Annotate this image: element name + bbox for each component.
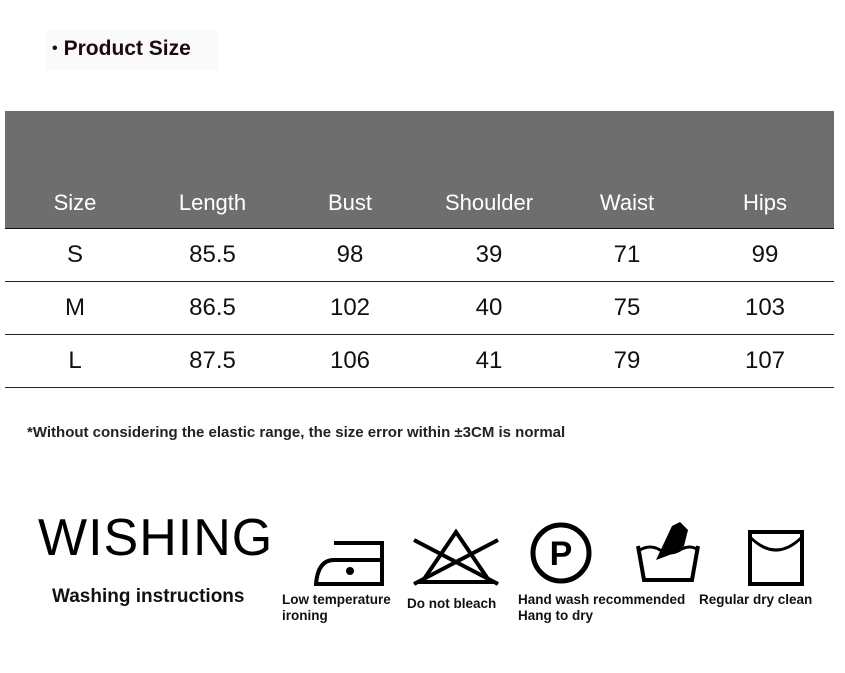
- table-row: S 85.5 98 39 71 99: [5, 228, 834, 282]
- cell: 75: [558, 281, 696, 335]
- cell: 98: [280, 228, 420, 282]
- hand-wash-icon: [636, 522, 700, 582]
- cell: 71: [558, 228, 696, 282]
- header-size: Size: [5, 111, 145, 229]
- header-waist: Waist: [558, 111, 696, 229]
- cell: 86.5: [145, 281, 280, 335]
- svg-text:P: P: [550, 535, 573, 573]
- size-note: *Without considering the elastic range, …: [27, 424, 566, 441]
- table-header-row: Size Length Bust Shoulder Waist Hips: [5, 111, 834, 229]
- cell: 79: [558, 334, 696, 388]
- header-hips: Hips: [696, 111, 834, 229]
- cell: 40: [420, 281, 558, 335]
- cell: 107: [696, 334, 834, 388]
- no-bleach-icon: [413, 528, 499, 586]
- iron-low-temp-icon: [313, 541, 384, 586]
- header-shoulder: Shoulder: [420, 111, 558, 229]
- cell: M: [5, 281, 145, 335]
- care-label-dry-clean: Regular dry clean: [699, 592, 813, 607]
- care-label-bleach: Do not bleach: [407, 596, 497, 611]
- cell: 41: [420, 334, 558, 388]
- cell: 39: [420, 228, 558, 282]
- cell: 87.5: [145, 334, 280, 388]
- table-row: M 86.5 102 40 75 103: [5, 281, 834, 335]
- header-bust: Bust: [280, 111, 420, 229]
- header-length: Length: [145, 111, 280, 229]
- care-label-hand-wash: Hand wash recommended: [518, 592, 686, 607]
- washing-heading: Washing instructions: [52, 586, 245, 607]
- cell: 106: [280, 334, 420, 388]
- cell: L: [5, 334, 145, 388]
- cell: 85.5: [145, 228, 280, 282]
- section-title-text: Product Size: [63, 37, 191, 60]
- cell: 99: [696, 228, 834, 282]
- care-label-ironing: Low temperature ironing: [282, 592, 391, 623]
- section-title: • Product Size: [46, 30, 218, 70]
- cell: 102: [280, 281, 420, 335]
- dry-clean-p-icon: P: [530, 522, 592, 584]
- cell: 103: [696, 281, 834, 335]
- table-row: L 87.5 106 41 79 107: [5, 334, 834, 388]
- cell: S: [5, 228, 145, 282]
- care-label-hang-dry: Hang to dry: [518, 608, 594, 623]
- hang-dry-icon: [748, 530, 804, 586]
- brand-logo: WISHING: [38, 509, 274, 567]
- size-table: Size Length Bust Shoulder Waist Hips S 85…: [5, 111, 834, 388]
